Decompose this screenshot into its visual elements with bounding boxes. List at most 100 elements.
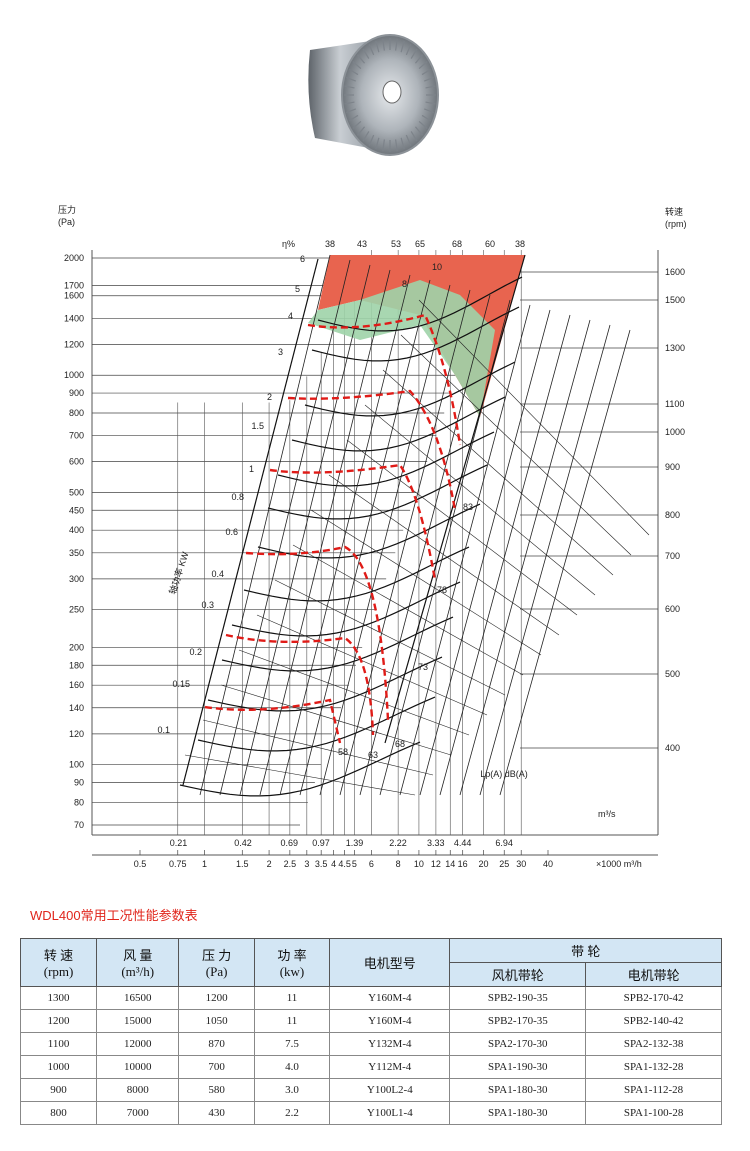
recommended-range-curve (204, 698, 342, 744)
flow-m3s-tick-label: 1.39 (346, 838, 364, 848)
left-tick-label: 140 (69, 703, 84, 713)
table-cell: SPA1-112-28 (585, 1078, 722, 1102)
table-cell: 1050 (178, 1009, 255, 1033)
power-value-label: 0.1 (157, 725, 170, 735)
power-diagonal (256, 614, 488, 716)
power-diagonal (238, 649, 470, 736)
speed-curve (231, 581, 461, 637)
speed-curve (277, 431, 495, 487)
power-value-label: 4 (288, 311, 293, 321)
flow-m3s-tick-label: 2.22 (389, 838, 407, 848)
right-tick-label: 600 (665, 604, 680, 614)
table-cell: 3.0 (253, 1078, 331, 1102)
flow-m3h-tick-label: 30 (516, 859, 526, 869)
recommended-range-curve (225, 633, 375, 736)
efficiency-diagonal (479, 324, 611, 796)
noise-value-label: 73 (418, 662, 428, 672)
table-cell: 10000 (96, 1055, 180, 1079)
table-cell: SPA1-180-30 (449, 1078, 587, 1102)
right-tick-label: 1600 (665, 267, 685, 277)
header-speed-unit: (rpm) (43, 964, 74, 979)
flow-m3h-unit: ×1000 m³/h (596, 859, 642, 869)
right-tick-label: 1000 (665, 427, 685, 437)
power-value-label: 1 (249, 464, 254, 474)
speed-curve (311, 306, 520, 362)
right-axis-title: 转速 (665, 206, 683, 217)
table-cell: Y160M-4 (329, 986, 451, 1010)
header-power-unit: (kw) (279, 964, 305, 979)
performance-table: 转 速 (rpm) 风 量 (m³/h) 压 力 (Pa) 功 率 (kw) 电… (19, 938, 722, 1125)
flow-m3s-tick-label: 3.33 (427, 838, 445, 848)
right-tick-label: 1100 (665, 399, 684, 409)
header-speed: 转 速 (rpm) (19, 938, 98, 987)
left-tick-label: 600 (69, 457, 84, 467)
efficiency-diagonal (439, 314, 571, 796)
left-axis-unit: (Pa) (58, 217, 75, 227)
left-tick-label: 800 (69, 408, 84, 418)
left-tick-label: 120 (69, 729, 84, 739)
noise-axis-label: Lp(A) dB(A) (480, 769, 528, 779)
recommended-range-curve (269, 463, 437, 581)
flow-m3s-tick-label: 4.44 (454, 838, 472, 848)
table-cell: 800 (19, 1101, 98, 1125)
efficiency-value-label: 60 (485, 239, 495, 249)
efficiency-axis-label: η% (282, 239, 295, 249)
speed-curve (207, 656, 443, 712)
table-cell: SPA2-170-30 (449, 1032, 587, 1056)
flow-m3h-tick-label: 1 (202, 859, 207, 869)
table-cell: Y132M-4 (329, 1032, 451, 1056)
flow-m3s-tick-label: 0.42 (234, 838, 252, 848)
left-tick-label: 70 (74, 820, 84, 830)
table-cell: 11 (253, 1009, 331, 1033)
header-pulley: 带 轮 (449, 938, 722, 963)
efficiency-diagonal (399, 304, 531, 796)
table-cell: SPB2-170-35 (449, 1009, 587, 1033)
power-diagonal (274, 579, 506, 696)
left-tick-label: 250 (69, 605, 84, 615)
power-axis-label: 轴功率 KW (166, 550, 190, 596)
table-title: WDL400常用工况性能参数表 (30, 908, 198, 923)
left-tick-label: 350 (69, 548, 84, 558)
table-cell: 1200 (178, 986, 255, 1010)
table-cell: 16500 (96, 986, 180, 1010)
flow-m3h-tick-label: 25 (499, 859, 509, 869)
power-value-label: 0.4 (211, 569, 224, 579)
table-row: 800 7000 430 2.2 Y100L1-4 SPA1-180-30 SPA1-100… (19, 1101, 722, 1125)
table-row: 1300 16500 1200 11 Y160M-4 SPB2-190-35 SPB2-17… (19, 986, 722, 1010)
table-cell: 900 (19, 1078, 98, 1102)
flow-m3s-tick-label: 0.97 (312, 838, 330, 848)
zone-label: 10 (432, 262, 442, 272)
table-cell: SPA1-132-28 (585, 1055, 722, 1079)
left-tick-label: 450 (69, 505, 84, 515)
power-value-label: 0.15 (172, 679, 190, 689)
power-diagonal (418, 299, 650, 536)
power-value-label: 0.3 (201, 600, 214, 610)
efficiency-diagonal (419, 309, 551, 796)
table-cell: 11 (253, 986, 331, 1010)
flow-m3h-tick-label: 12 (431, 859, 441, 869)
table-cell: 7.5 (253, 1032, 331, 1056)
power-value-label: 0.2 (189, 647, 202, 657)
zone-label: 8 (402, 279, 407, 289)
speed-curve (267, 464, 488, 520)
power-diagonal (364, 404, 596, 596)
flow-m3h-tick-label: 8 (396, 859, 401, 869)
right-axis-unit: (rpm) (665, 219, 687, 229)
efficiency-value-label: 43 (357, 239, 367, 249)
header-pressure-label: 压 力 (201, 948, 232, 963)
table-cell: SPA2-132-38 (585, 1032, 722, 1056)
table-row: 1200 15000 1050 11 Y160M-4 SPB2-170-35 SPB2-14… (19, 1009, 722, 1033)
efficiency-zone (308, 280, 495, 417)
performance-chart: 压力(Pa)2000170016001400120010009008007006… (58, 204, 687, 869)
noise-value-label: 63 (368, 750, 378, 760)
table-cell: SPA1-180-30 (449, 1101, 587, 1125)
table-cell: 1200 (19, 1009, 98, 1033)
flow-m3s-unit: m³/s (598, 809, 616, 819)
header-pressure-unit: (Pa) (205, 964, 228, 979)
table-cell: 1100 (19, 1032, 98, 1056)
table-cell: Y100L1-4 (329, 1101, 451, 1125)
power-diagonal (310, 509, 542, 656)
table-cell: 580 (178, 1078, 255, 1102)
power-diagonal (202, 719, 434, 776)
efficiency-diagonal (339, 289, 471, 796)
